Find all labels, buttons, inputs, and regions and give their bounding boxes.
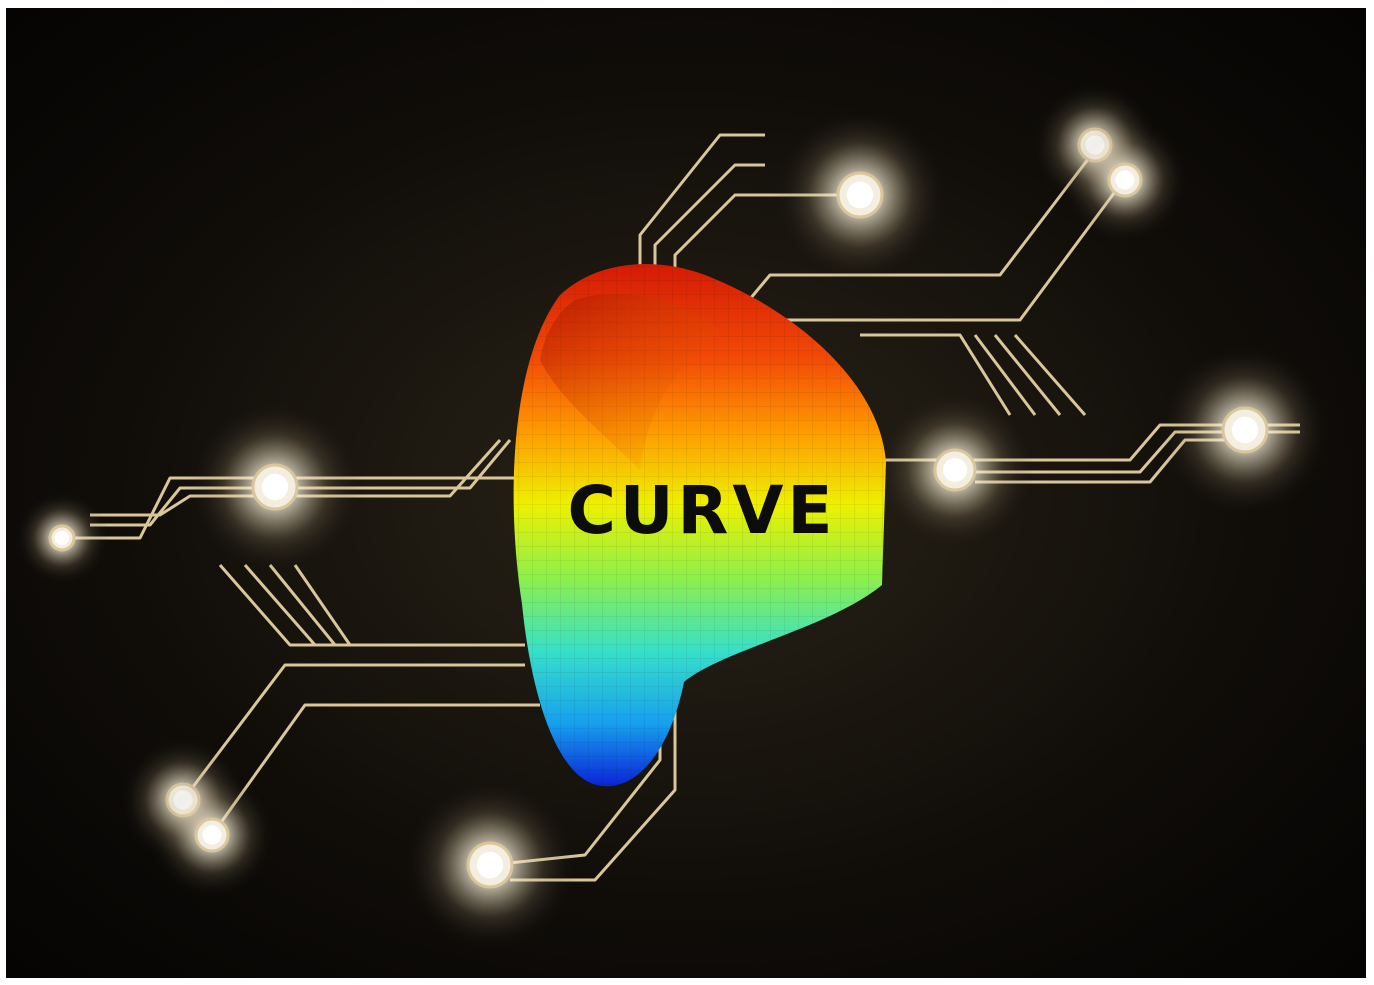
page: CURVE (() => { const data = JSON.parse(d… — [0, 0, 1374, 985]
glow-core — [202, 825, 221, 844]
glow-core — [262, 474, 288, 500]
glow-core — [943, 458, 967, 482]
glow-core — [1232, 417, 1258, 443]
logo-text: CURVE — [567, 472, 836, 549]
glow-core — [847, 182, 873, 208]
scene: CURVE — [0, 0, 1374, 985]
glow-core — [1115, 170, 1134, 189]
glow-core — [477, 852, 503, 878]
glow-core — [55, 531, 69, 545]
